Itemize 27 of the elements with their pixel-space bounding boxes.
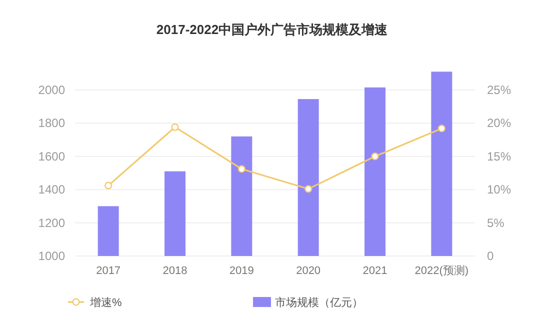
- y2-tick-label: 25%: [487, 82, 512, 97]
- y2-tick-label: 5%: [487, 216, 505, 230]
- x-tick-label: 2020: [296, 265, 321, 277]
- y-tick-label: 1200: [38, 216, 66, 230]
- y-tick-label: 2000: [38, 82, 66, 97]
- x-tick-label: 2022(预测): [414, 265, 469, 277]
- point: [371, 152, 379, 160]
- x-tick-label: 2018: [162, 265, 188, 277]
- y2-tick-label: 15%: [487, 149, 512, 164]
- legend-label: 市场规模（亿元）: [275, 296, 363, 309]
- x-tick-label: 2021: [362, 265, 388, 277]
- y2-tick-label: 10%: [487, 182, 512, 197]
- point: [438, 124, 446, 132]
- chart-title: 2017-2022中国户外广告市场规模及增速: [156, 22, 389, 37]
- x-tick-label: 2019: [229, 265, 254, 277]
- x-tick-label: 2017: [96, 265, 121, 277]
- y-tick-label: 1400: [38, 182, 66, 197]
- y-tick-label: 1000: [38, 249, 66, 263]
- legend-label: 增速%: [89, 296, 122, 309]
- point: [304, 185, 312, 193]
- point: [171, 123, 179, 131]
- point: [104, 182, 112, 190]
- point: [238, 165, 246, 173]
- y2-tick-label: 0: [487, 249, 494, 263]
- y-tick-label: 1600: [38, 149, 66, 164]
- y2-tick-label: 20%: [487, 116, 512, 130]
- y-tick-label: 1800: [38, 116, 66, 130]
